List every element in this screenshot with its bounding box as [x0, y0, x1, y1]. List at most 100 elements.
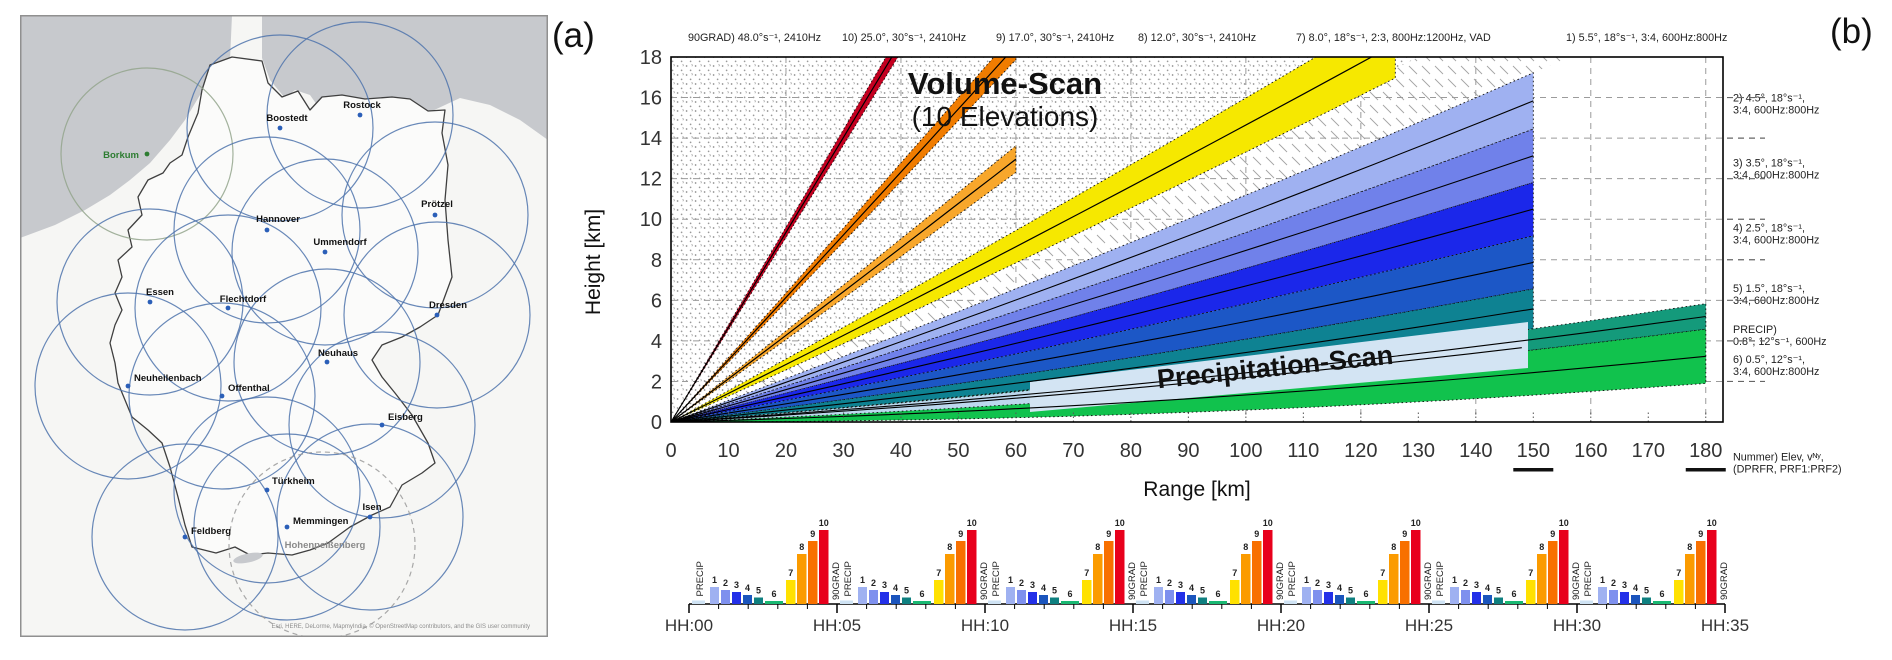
scan-bar-4: [1187, 595, 1196, 604]
scan-bar-10: [819, 530, 829, 604]
scan-bar-6: [1357, 601, 1375, 604]
scan-bar-4: [1039, 595, 1048, 604]
scan-bar-label-8: 8: [1539, 542, 1544, 552]
scan-bar-3: [1176, 592, 1185, 604]
scan-bar-label-10: 10: [1115, 518, 1125, 528]
scan-bar-label-10: 10: [1707, 518, 1717, 528]
xtick-130: 130: [1402, 440, 1435, 462]
station-label-rostock: Rostock: [343, 100, 381, 111]
station-label-türkheim: Türkheim: [272, 476, 315, 487]
x-axis-label: Range [km]: [1143, 478, 1250, 501]
scan-bar-9: [1252, 541, 1262, 604]
scan-bar-label-90grad: 90GRAD: [1423, 562, 1434, 600]
scan-bar-label-precip: PRECIP: [1287, 561, 1298, 596]
scan-bar-label-90grad: 90GRAD: [1719, 562, 1730, 600]
scan-bar-label-9: 9: [1550, 529, 1555, 539]
xtick-120: 120: [1344, 440, 1377, 462]
scan-band-1: [671, 72, 1534, 422]
station-dot-borkum: [144, 151, 150, 157]
ytick-12: 12: [640, 169, 662, 191]
station-dot-türkheim: [264, 487, 270, 493]
ytick-2: 2: [651, 371, 662, 393]
scan-bar-label-8: 8: [947, 542, 952, 552]
scan-bar-9: [1548, 541, 1558, 604]
scan-bar-label-9: 9: [1402, 529, 1407, 539]
station-dot-prötzel: [432, 212, 438, 218]
xtick-90: 90: [1177, 440, 1199, 462]
scan-bar-label-6: 6: [1363, 589, 1368, 599]
scan-bar-precip: [988, 600, 1001, 604]
scan-bar-label-precip: PRECIP: [1139, 561, 1150, 596]
scan-band-4: [671, 235, 1534, 422]
chart-title: Volume-Scan: [908, 66, 1102, 101]
scan-bar-9: [1696, 541, 1706, 604]
plot-area: Precipitation-Scan: [671, 57, 1723, 422]
station-label-feldberg: Feldberg: [191, 526, 231, 537]
coverage-circle-offenthal: [128, 302, 316, 490]
scan-bar-label-3: 3: [882, 580, 887, 590]
top-label-0: 90GRAD) 48.0°s⁻¹, 2410Hz: [688, 32, 821, 44]
scan-bar-10: [967, 530, 977, 604]
scan-bar-8: [1685, 554, 1695, 604]
station-label-eisberg: Eisberg: [388, 412, 423, 423]
scan-bar-8: [1093, 554, 1103, 604]
scan-bar-label-90grad: 90GRAD: [979, 562, 990, 600]
station-label-dresden: Dresden: [429, 300, 467, 311]
scan-bar-label-2: 2: [1019, 578, 1024, 588]
scan-bar-label-4: 4: [1189, 583, 1194, 593]
scan-bar-label-90grad: 90GRAD: [1275, 562, 1286, 600]
scan-bar-label-precip: PRECIP: [991, 561, 1002, 596]
scan-bar-1: [858, 587, 867, 604]
xtick-30: 30: [832, 440, 854, 462]
station-dot-offenthal: [219, 393, 225, 399]
scan-bar-7: [1378, 580, 1388, 604]
scan-bar-2: [1165, 590, 1174, 604]
beam-centerline-8: [671, 158, 1017, 422]
scan-bar-label-5: 5: [1644, 586, 1649, 596]
scan-bar-label-2: 2: [1611, 578, 1616, 588]
xtick-10: 10: [717, 440, 739, 462]
scan-bar-label-5: 5: [756, 586, 761, 596]
scan-bar-8: [1389, 554, 1399, 604]
station-label-memmingen: Memmingen: [293, 516, 349, 527]
scan-bar-precip: [840, 600, 853, 604]
station-dot-hannover: [264, 227, 270, 233]
scan-bar-10: [1115, 530, 1125, 604]
beam-centerline: [671, 100, 1534, 422]
coverage-circle-hohenpeißenberg: [228, 451, 416, 637]
coverage-circle-prötzel: [341, 121, 529, 309]
station-label-essen: Essen: [146, 287, 174, 298]
scan-bar-8: [945, 554, 955, 604]
ytick-10: 10: [640, 209, 662, 231]
beam-centerline-9: [671, 57, 1007, 422]
scan-bar-label-7: 7: [1380, 568, 1385, 578]
scan-bar-label-2: 2: [1463, 578, 1468, 588]
top-label-3: 8) 12.0°, 30°s⁻¹, 2410Hz: [1138, 32, 1256, 44]
scan-bar-4: [1335, 595, 1344, 604]
scan-bar-label-precip: PRECIP: [1435, 561, 1446, 596]
station-dot-isen: [367, 514, 373, 520]
scan-bar-8: [1537, 554, 1547, 604]
timeline-time-2: HH:10: [961, 616, 1009, 635]
scan-bar-label-6: 6: [1511, 589, 1516, 599]
scan-bar-3: [1324, 592, 1333, 604]
scan-bar-4: [743, 595, 752, 604]
station-label-borkum: Borkum: [103, 150, 139, 161]
scan-bar-5: [1346, 597, 1355, 604]
xtick-underline-150: [1513, 468, 1554, 472]
xtick-50: 50: [947, 440, 969, 462]
scan-bar-label-4: 4: [1337, 583, 1342, 593]
scan-bar-label-6: 6: [1067, 589, 1072, 599]
scan-bar-label-10: 10: [1559, 518, 1569, 528]
coverage-circle-flechtdorf: [134, 214, 322, 402]
scan-bar-3: [880, 592, 889, 604]
top-label-5: 1) 5.5°, 18°s⁻¹, 3:4, 600Hz:800Hz: [1566, 32, 1727, 44]
beam-centerline-10: [671, 57, 893, 422]
ytick-18: 18: [640, 47, 662, 69]
scan-bar-label-8: 8: [1687, 542, 1692, 552]
beam-9: [671, 57, 1017, 422]
scan-bar-9: [956, 541, 966, 604]
scan-bar-10: [1559, 530, 1569, 604]
scan-bar-6: [1061, 601, 1079, 604]
station-label-neuheilenbach: Neuheilenbach: [134, 373, 202, 384]
